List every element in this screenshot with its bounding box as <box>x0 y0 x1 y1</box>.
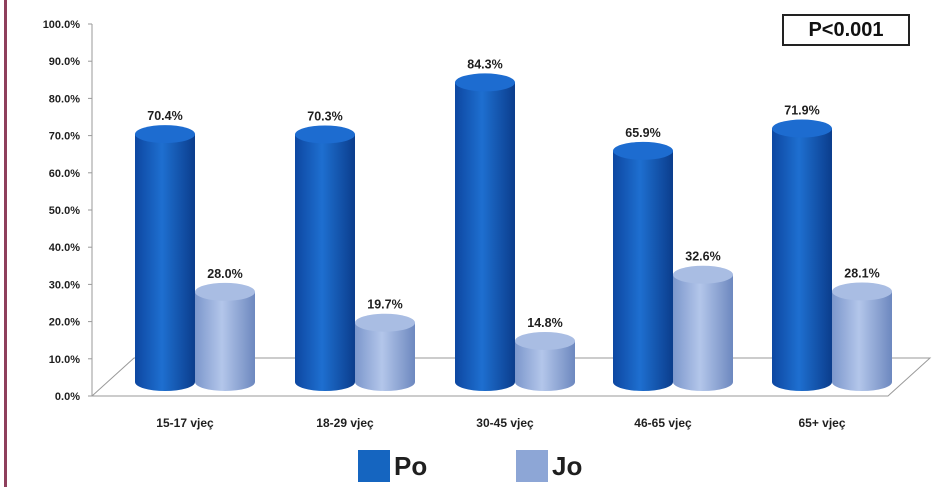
bar-body <box>832 291 892 391</box>
bar-po <box>295 125 355 391</box>
bar-top <box>673 265 733 284</box>
bar-top <box>832 282 892 301</box>
y-tick-label: 40.0% <box>49 242 80 254</box>
legend-item-po: Po <box>358 450 427 482</box>
data-label: 84.3% <box>467 57 502 71</box>
bar-top <box>772 119 832 138</box>
bar-body <box>515 340 575 391</box>
legend-label-jo: Jo <box>552 450 583 481</box>
bar-top <box>355 313 415 332</box>
category-label: 18-29 vjeç <box>316 416 374 430</box>
bar-body <box>295 134 355 391</box>
bar-body <box>455 82 515 392</box>
left-border-rule <box>4 0 7 487</box>
data-label: 70.3% <box>307 109 342 123</box>
data-label: 70.4% <box>147 109 182 123</box>
y-tick-label: 30.0% <box>49 279 80 291</box>
data-label: 14.8% <box>527 316 562 330</box>
bar-body <box>355 322 415 391</box>
bar-jo <box>515 331 575 391</box>
y-tick-label: 100.0% <box>43 19 81 31</box>
bar-jo <box>832 282 892 391</box>
bar-top <box>195 282 255 301</box>
y-tick-label: 10.0% <box>49 354 80 366</box>
y-tick-label: 0.0% <box>55 391 80 403</box>
category-label: 30-45 vjeç <box>476 416 534 430</box>
data-label: 28.1% <box>844 266 879 280</box>
bar-top <box>613 141 673 160</box>
category-label: 15-17 vjeç <box>156 416 214 430</box>
y-tick-label: 90.0% <box>49 56 80 68</box>
y-tick-label: 80.0% <box>49 93 80 105</box>
bar-po <box>135 125 195 391</box>
bar-body <box>135 134 195 391</box>
bar-body <box>772 128 832 392</box>
y-tick-label: 70.0% <box>49 131 80 143</box>
legend-swatch-po <box>358 450 390 482</box>
bar-po <box>772 119 832 392</box>
data-label: 28.0% <box>207 267 242 281</box>
bar-jo <box>673 265 733 391</box>
bar-top <box>515 331 575 350</box>
data-label: 32.6% <box>685 250 720 264</box>
y-tick-label: 20.0% <box>49 317 80 329</box>
bar-top <box>135 125 195 144</box>
bar-body <box>613 150 673 391</box>
legend-item-jo: Jo <box>516 450 582 482</box>
bar-top <box>455 73 515 92</box>
bar-body <box>673 274 733 391</box>
labels-layer: 70.4% 70.3% 84.3% 65.9% 71.9% 28.0% 19.7% 14.8%… <box>147 57 879 430</box>
data-label: 71.9% <box>784 104 819 118</box>
y-tick-label: 50.0% <box>49 205 80 217</box>
category-label: 46-65 vjeç <box>634 416 692 430</box>
category-label: 65+ vjeç <box>798 416 845 430</box>
bar-po <box>613 141 673 391</box>
data-label: 65.9% <box>625 126 660 140</box>
bars-layer <box>135 73 892 392</box>
bar-jo <box>195 282 255 391</box>
legend-label-po: Po <box>394 450 428 481</box>
y-tick-label: 60.0% <box>49 168 80 180</box>
data-label: 19.7% <box>367 298 402 312</box>
p-value-annotation: P<0.001 <box>782 14 910 46</box>
bar-jo <box>355 313 415 391</box>
legend-swatch-jo <box>516 450 548 482</box>
bar-po <box>455 73 515 392</box>
bar-body <box>195 291 255 391</box>
bar-top <box>295 125 355 144</box>
